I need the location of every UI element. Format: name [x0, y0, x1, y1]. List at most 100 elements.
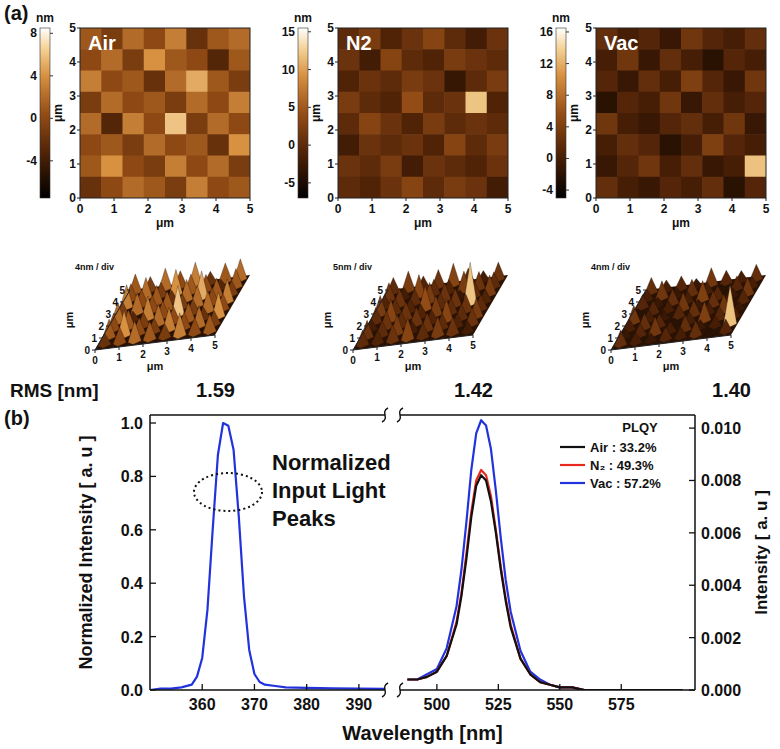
heatmap-cell	[338, 113, 360, 135]
legend-entry: Air : 33.2%	[590, 440, 657, 455]
heatmap-cell	[702, 28, 724, 50]
surface-spike	[401, 318, 415, 343]
y-tick-3d	[385, 290, 388, 291]
surface-spike	[689, 321, 703, 339]
heatmap-cell	[724, 113, 746, 135]
heatmap-cell	[123, 92, 145, 114]
heatmap-cell	[617, 156, 639, 178]
x-tick-label: 4	[471, 202, 478, 216]
colorbar-label: nm	[36, 11, 54, 25]
x-tick-label: 3	[695, 202, 702, 216]
heatmap-cell	[745, 92, 766, 114]
heatmap-cell	[186, 156, 208, 178]
heatmap-cell	[144, 113, 166, 135]
colorbar-tick	[566, 126, 569, 127]
y-tick-label-3d: 1	[349, 333, 355, 344]
x-axis-title: Wavelength [nm]	[342, 722, 502, 744]
heatmap-cell	[466, 113, 488, 135]
y-tick-label: 2	[327, 123, 334, 137]
colorbar-tick	[566, 190, 569, 191]
heatmap-cell	[208, 134, 230, 156]
heatmap-cell	[101, 92, 123, 114]
plot-frame	[150, 689, 385, 691]
heatmap-cell	[123, 134, 145, 156]
heatmap-cell	[381, 71, 403, 93]
heatmap-cell	[444, 134, 466, 156]
x-tick-label: 0	[77, 202, 84, 216]
heatmap-cell	[639, 177, 661, 198]
y-tick-label: 1	[327, 157, 334, 171]
heatmap-cell	[229, 177, 250, 198]
heatmap-cell	[660, 113, 682, 135]
colorbar	[298, 28, 308, 198]
heatmap-cell	[229, 113, 250, 135]
heatmap-cell	[186, 92, 208, 114]
heatmap-cell	[80, 113, 102, 135]
y-tick-label-3d: 3	[105, 309, 111, 320]
colorbar-tick-label: 0	[288, 138, 295, 152]
colorbar-tick-label: 8	[546, 88, 553, 102]
heatmap-cell	[229, 92, 250, 114]
heatmap-cell	[402, 134, 424, 156]
series-line	[407, 420, 682, 690]
x-axis-title-3d: μm	[405, 360, 422, 372]
heatmap-cell	[186, 134, 208, 156]
plot-frame	[80, 28, 250, 198]
x-tick-label-3d: 1	[374, 352, 380, 363]
heatmap-cell	[681, 49, 703, 71]
panel-label: (a)	[4, 2, 28, 24]
heatmap-cell	[596, 113, 618, 135]
heatmap-cell	[186, 49, 208, 71]
z-scale-label: 4nm / div	[75, 262, 114, 272]
heatmap-cell	[724, 92, 746, 114]
heatmap-cell	[423, 134, 445, 156]
y-tick-3d	[350, 350, 353, 351]
x-tick-label: 370	[241, 696, 268, 713]
x-tick-label: 525	[485, 696, 512, 713]
heatmap-cell	[660, 49, 682, 71]
plot-frame	[596, 28, 766, 198]
plot-frame	[400, 414, 695, 416]
x-tick-3d	[143, 344, 144, 347]
rms-value: 1.40	[712, 379, 751, 401]
colorbar-tick-label: 12	[540, 57, 554, 71]
heatmap-cell	[466, 156, 488, 178]
heatmap-cell	[444, 156, 466, 178]
heatmap-cell	[466, 28, 488, 50]
heatmap-cell	[702, 113, 724, 135]
x-tick-label-3d: 0	[608, 355, 614, 366]
y-tick-label: 3	[585, 89, 592, 103]
x-tick-label: 2	[145, 202, 152, 216]
surface-spike	[371, 330, 385, 346]
x-tick	[148, 198, 149, 201]
x-tick-3d	[473, 335, 474, 338]
series-line	[407, 470, 682, 690]
y-tick	[150, 583, 156, 584]
y-tick-3d	[622, 326, 625, 327]
heatmap-cell	[208, 71, 230, 93]
y-tick	[150, 422, 156, 423]
plot-frame	[694, 415, 696, 690]
colorbar-tick-label: -4	[26, 154, 37, 168]
y2-axis-title: Intensity [ a. u ]	[752, 490, 771, 615]
heatmap-cell	[444, 71, 466, 93]
z-scale-label: 4nm / div	[591, 262, 630, 272]
x-tick-3d	[659, 344, 660, 347]
heatmap-cell	[101, 156, 123, 178]
heatmap-cell	[745, 71, 766, 93]
heatmap-cell	[186, 113, 208, 135]
y-axis-title-3d: μm	[579, 312, 591, 329]
heatmap-cell	[165, 28, 187, 50]
heatmap-cell	[144, 71, 166, 93]
panel-title: Air	[88, 32, 116, 54]
heatmap-cell	[208, 92, 230, 114]
x-axis-title: μm	[414, 216, 432, 230]
x-axis-title-3d: μm	[147, 360, 164, 372]
heatmap-cell	[381, 92, 403, 114]
panel-label: (b)	[4, 407, 30, 429]
heatmap-cell	[596, 134, 618, 156]
y-axis-title: μm	[309, 104, 323, 122]
heatmap-cell	[444, 49, 466, 71]
heatmap-cell	[660, 71, 682, 93]
heatmap-cell	[359, 113, 381, 135]
